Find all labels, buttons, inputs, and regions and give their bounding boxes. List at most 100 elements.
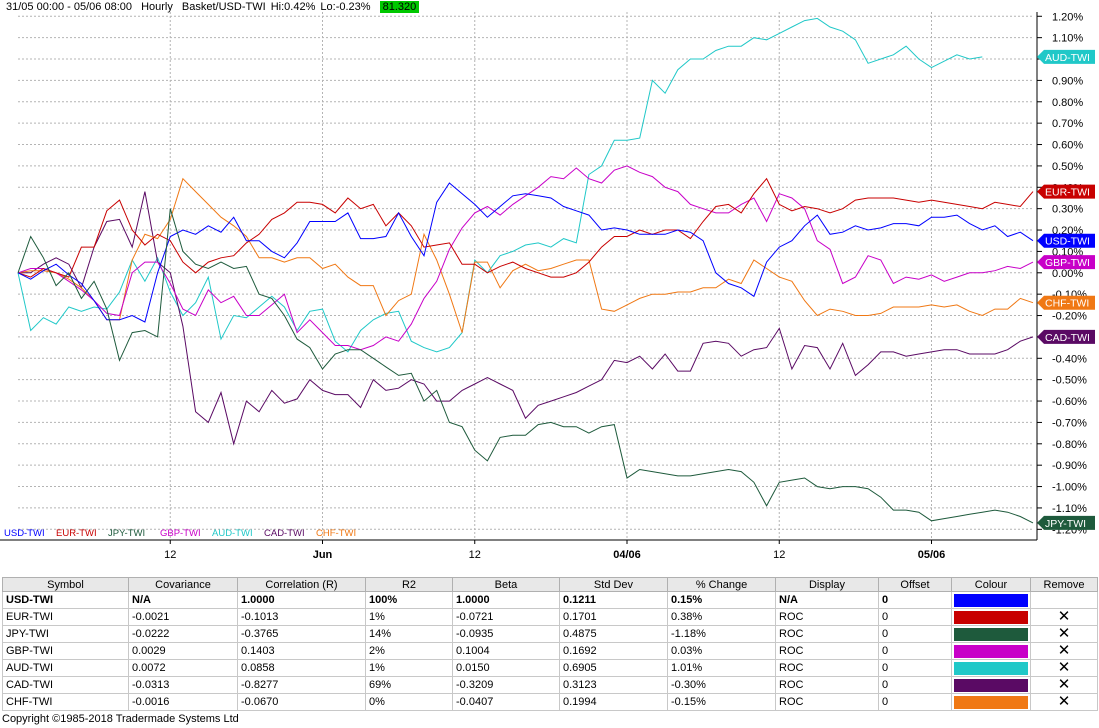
legend-item-gbp-twi: GBP-TWI bbox=[160, 528, 201, 539]
cell-std: 0.1701 bbox=[559, 608, 668, 626]
y-tick-label: -0.90% bbox=[1052, 460, 1087, 472]
table-row[interactable]: CHF-TWI -0.0016 -0.0670 0% -0.0407 0.1994 -0.1… bbox=[2, 693, 1098, 711]
cell-colour[interactable] bbox=[951, 693, 1031, 711]
table-row[interactable]: JPY-TWI -0.0222 -0.3765 14% -0.0935 0.4875 -1.… bbox=[2, 625, 1098, 643]
cell-colour[interactable] bbox=[951, 659, 1031, 677]
col-header-std-dev[interactable]: Std Dev bbox=[559, 577, 668, 592]
date-range: 31/05 00:00 - 05/06 08:00 bbox=[6, 1, 132, 13]
remove-icon[interactable]: ✕ bbox=[1030, 642, 1098, 660]
colour-swatch[interactable] bbox=[954, 695, 1028, 709]
cell-cov: -0.0313 bbox=[128, 676, 238, 694]
cell-colour[interactable] bbox=[951, 625, 1031, 643]
cell-symbol: CHF-TWI bbox=[2, 693, 129, 711]
cell-corr: -0.1013 bbox=[237, 608, 366, 626]
cell-colour[interactable] bbox=[951, 608, 1031, 626]
y-tick-label: 0.50% bbox=[1052, 161, 1083, 173]
cell-colour[interactable] bbox=[951, 642, 1031, 660]
table-row[interactable]: AUD-TWI 0.0072 0.0858 1% 0.0150 0.6905 1.01% RO… bbox=[2, 659, 1098, 677]
col-header-covariance[interactable]: Covariance bbox=[128, 577, 238, 592]
cell-symbol: GBP-TWI bbox=[2, 642, 129, 660]
cell-r2: 1% bbox=[365, 659, 453, 677]
cell-offset[interactable]: 0 bbox=[878, 659, 952, 677]
cell-display[interactable]: ROC bbox=[775, 625, 879, 643]
legend-item-aud-twi: AUD-TWI bbox=[212, 528, 253, 539]
y-tick-label: 0.10% bbox=[1052, 246, 1083, 258]
remove-icon[interactable]: ✕ bbox=[1030, 693, 1098, 711]
cell-offset[interactable]: 0 bbox=[878, 676, 952, 694]
table-row[interactable]: USD-TWI N/A 1.0000 100% 1.0000 0.1211 0.15% N/A… bbox=[2, 591, 1098, 609]
legend-item-eur-twi: EUR-TWI bbox=[56, 528, 97, 539]
y-tick-label: 0.60% bbox=[1052, 140, 1083, 152]
remove-icon[interactable]: ✕ bbox=[1030, 608, 1098, 626]
cell-corr: -0.0670 bbox=[237, 693, 366, 711]
col-header-r2[interactable]: R2 bbox=[365, 577, 453, 592]
chart-legend: USD-TWI EUR-TWI JPY-TWI GBP-TWI AUD-TWI CAD-T… bbox=[4, 528, 356, 539]
colour-swatch[interactable] bbox=[954, 661, 1028, 675]
cell-display[interactable]: ROC bbox=[775, 659, 879, 677]
table-body: USD-TWI N/A 1.0000 100% 1.0000 0.1211 0.15% N/A… bbox=[2, 591, 1098, 711]
end-label-text: GBP-TWI bbox=[1045, 257, 1090, 269]
remove-icon[interactable]: ✕ bbox=[1030, 676, 1098, 694]
cell-colour[interactable] bbox=[951, 676, 1031, 694]
cell-colour[interactable] bbox=[951, 591, 1031, 609]
col-header-symbol[interactable]: Symbol bbox=[2, 577, 129, 592]
cell-offset[interactable]: 0 bbox=[878, 608, 952, 626]
end-label-text: CAD-TWI bbox=[1045, 332, 1090, 344]
table-header-row: Symbol Covariance Correlation (R) R2 Bet… bbox=[2, 577, 1098, 592]
end-label-tag bbox=[1037, 184, 1095, 199]
cell-chg: -0.15% bbox=[667, 693, 776, 711]
legend-item-jpy-twi: JPY-TWI bbox=[108, 528, 145, 539]
cell-cov: -0.0016 bbox=[128, 693, 238, 711]
low-value: Lo:-0.23% bbox=[320, 1, 371, 13]
end-label-text: AUD-TWI bbox=[1045, 52, 1090, 64]
cell-offset[interactable]: 0 bbox=[878, 642, 952, 660]
cell-offset[interactable]: 0 bbox=[878, 591, 952, 609]
col-header-beta[interactable]: Beta bbox=[452, 577, 560, 592]
cell-r2: 100% bbox=[365, 591, 453, 609]
col-header-colour[interactable]: Colour bbox=[951, 577, 1031, 592]
series-line-chf-twi bbox=[17, 177, 1034, 333]
col-header-correlation[interactable]: Correlation (R) bbox=[237, 577, 366, 592]
table-row[interactable]: CAD-TWI -0.0313 -0.8277 69% -0.3209 0.3123 -0.… bbox=[2, 676, 1098, 694]
colour-swatch[interactable] bbox=[954, 627, 1028, 641]
x-tick-label: 05/06 bbox=[918, 549, 946, 561]
colour-swatch[interactable] bbox=[954, 610, 1028, 624]
cell-beta: 1.0000 bbox=[452, 591, 560, 609]
cell-symbol: JPY-TWI bbox=[2, 625, 129, 643]
table-row[interactable]: GBP-TWI 0.0029 0.1403 2% 0.1004 0.1692 0.03% RO… bbox=[2, 642, 1098, 660]
remove-icon[interactable]: ✕ bbox=[1030, 625, 1098, 643]
cell-display[interactable]: N/A bbox=[775, 591, 879, 609]
table-row[interactable]: EUR-TWI -0.0021 -0.1013 1% -0.0721 0.1701 0.38… bbox=[2, 608, 1098, 626]
col-header-display[interactable]: Display bbox=[775, 577, 879, 592]
cell-offset[interactable]: 0 bbox=[878, 693, 952, 711]
end-label-usd-twi: USD-TWI bbox=[1037, 233, 1095, 248]
cell-corr: 1.0000 bbox=[237, 591, 366, 609]
cell-chg: 0.03% bbox=[667, 642, 776, 660]
col-header-offset[interactable]: Offset bbox=[878, 577, 952, 592]
cell-display[interactable]: ROC bbox=[775, 676, 879, 694]
col-header-change[interactable]: % Change bbox=[667, 577, 776, 592]
legend-item-cad-twi: CAD-TWI bbox=[264, 528, 305, 539]
cell-display[interactable]: ROC bbox=[775, 642, 879, 660]
x-tick-label: 04/06 bbox=[613, 549, 641, 561]
colour-swatch[interactable] bbox=[954, 678, 1028, 692]
col-header-remove[interactable]: Remove bbox=[1030, 577, 1098, 592]
cell-chg: -0.30% bbox=[667, 676, 776, 694]
cell-cov: -0.0222 bbox=[128, 625, 238, 643]
cell-display[interactable]: ROC bbox=[775, 693, 879, 711]
series-line-usd-twi bbox=[17, 182, 1034, 323]
y-tick-label: 0.00% bbox=[1052, 268, 1083, 280]
cell-std: 0.1692 bbox=[559, 642, 668, 660]
cell-std: 0.1211 bbox=[559, 591, 668, 609]
colour-swatch[interactable] bbox=[954, 644, 1028, 658]
colour-swatch[interactable] bbox=[954, 593, 1028, 607]
cell-symbol: CAD-TWI bbox=[2, 676, 129, 694]
copyright-footer: Copyright ©1985-2018 Tradermade Systems … bbox=[2, 713, 239, 725]
cell-corr: -0.8277 bbox=[237, 676, 366, 694]
y-tick-label: -0.60% bbox=[1052, 396, 1087, 408]
cell-offset[interactable]: 0 bbox=[878, 625, 952, 643]
cell-r2: 1% bbox=[365, 608, 453, 626]
remove-icon[interactable]: ✕ bbox=[1030, 659, 1098, 677]
chart-header: 31/05 00:00 - 05/06 08:00 Hourly Basket/… bbox=[6, 0, 425, 14]
cell-display[interactable]: ROC bbox=[775, 608, 879, 626]
